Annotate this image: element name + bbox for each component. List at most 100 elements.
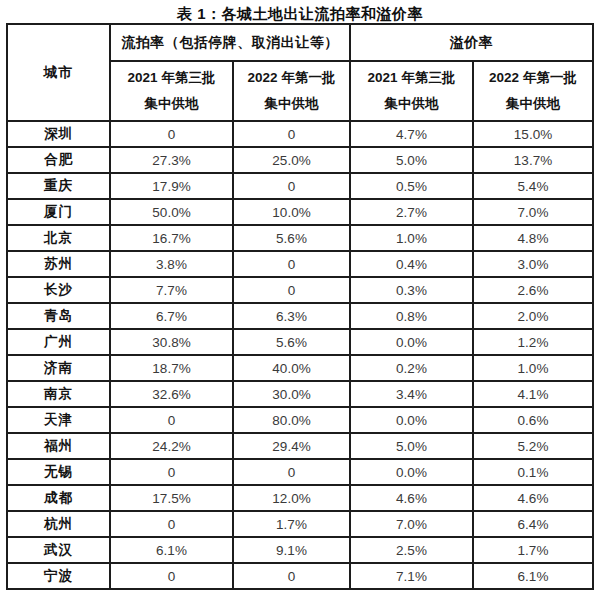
city-cell: 北京 [7,225,110,251]
data-table: 城市 流拍率（包括停牌、取消出让等） 溢价率 2021 年第三批 集中供地 20… [6,23,594,590]
value-cell: 4.6% [350,485,473,511]
city-cell: 苏州 [7,251,110,277]
city-cell: 天津 [7,407,110,433]
value-cell: 0.3% [350,277,473,303]
table-row: 天津 0 80.0% 0.0% 0.6% [7,407,593,433]
value-cell: 5.0% [350,433,473,459]
city-cell: 青岛 [7,303,110,329]
value-cell: 0 [233,251,350,277]
sub-header-line1: 2022 年第一批 [234,65,349,91]
table-row: 厦门 50.0% 10.0% 2.7% 7.0% [7,199,593,225]
value-cell: 18.7% [110,355,233,381]
value-cell: 0 [233,277,350,303]
value-cell: 4.6% [473,485,593,511]
value-cell: 4.8% [473,225,593,251]
value-cell: 6.3% [233,303,350,329]
value-cell: 29.4% [233,433,350,459]
table-row: 宁波 0 0 7.1% 6.1% [7,563,593,589]
value-cell: 0.2% [350,355,473,381]
table-header: 城市 流拍率（包括停牌、取消出让等） 溢价率 2021 年第三批 集中供地 20… [7,24,593,121]
value-cell: 30.0% [233,381,350,407]
value-cell: 6.1% [110,537,233,563]
value-cell: 16.7% [110,225,233,251]
value-cell: 0 [233,563,350,589]
value-cell: 1.7% [233,511,350,537]
sub-header-line2: 集中供地 [111,91,232,117]
value-cell: 12.0% [233,485,350,511]
value-cell: 40.0% [233,355,350,381]
value-cell: 6.4% [473,511,593,537]
table-row: 济南 18.7% 40.0% 0.2% 1.0% [7,355,593,381]
value-cell: 2.7% [350,199,473,225]
value-cell: 5.2% [473,433,593,459]
value-cell: 1.0% [473,355,593,381]
sub-header-line1: 2021 年第三批 [111,65,232,91]
sub-header-failure-2022: 2022 年第一批 集中供地 [233,61,350,121]
value-cell: 25.0% [233,147,350,173]
value-cell: 50.0% [110,199,233,225]
value-cell: 0.1% [473,459,593,485]
table-row: 北京 16.7% 5.6% 1.0% 4.8% [7,225,593,251]
city-cell: 深圳 [7,121,110,147]
value-cell: 3.0% [473,251,593,277]
group-header-failure-rate: 流拍率（包括停牌、取消出让等） [110,24,350,61]
value-cell: 2.0% [473,303,593,329]
value-cell: 80.0% [233,407,350,433]
city-cell: 成都 [7,485,110,511]
city-cell: 厦门 [7,199,110,225]
table-row: 青岛 6.7% 6.3% 0.8% 2.0% [7,303,593,329]
value-cell: 0.5% [350,173,473,199]
value-cell: 0 [110,459,233,485]
value-cell: 13.7% [473,147,593,173]
city-cell: 宁波 [7,563,110,589]
value-cell: 0 [233,121,350,147]
value-cell: 0.0% [350,407,473,433]
value-cell: 0 [110,407,233,433]
value-cell: 10.0% [233,199,350,225]
table-body: 深圳 0 0 4.7% 15.0% 合肥 27.3% 25.0% 5.0% 13… [7,121,593,589]
value-cell: 1.0% [350,225,473,251]
value-cell: 32.6% [110,381,233,407]
value-cell: 17.9% [110,173,233,199]
table-row: 合肥 27.3% 25.0% 5.0% 13.7% [7,147,593,173]
value-cell: 5.4% [473,173,593,199]
city-cell: 无锡 [7,459,110,485]
value-cell: 0.6% [473,407,593,433]
value-cell: 4.1% [473,381,593,407]
value-cell: 0 [233,459,350,485]
value-cell: 6.1% [473,563,593,589]
city-cell: 广州 [7,329,110,355]
value-cell: 7.1% [350,563,473,589]
sub-header-line2: 集中供地 [474,91,592,117]
value-cell: 7.7% [110,277,233,303]
city-cell: 长沙 [7,277,110,303]
sub-header-premium-2021: 2021 年第三批 集中供地 [350,61,473,121]
table-row: 成都 17.5% 12.0% 4.6% 4.6% [7,485,593,511]
sub-header-line1: 2022 年第一批 [474,65,592,91]
table-row: 广州 30.8% 5.6% 0.0% 1.2% [7,329,593,355]
value-cell: 4.7% [350,121,473,147]
city-cell: 南京 [7,381,110,407]
value-cell: 3.8% [110,251,233,277]
city-cell: 济南 [7,355,110,381]
value-cell: 30.8% [110,329,233,355]
value-cell: 0 [110,121,233,147]
value-cell: 0 [110,511,233,537]
value-cell: 9.1% [233,537,350,563]
value-cell: 27.3% [110,147,233,173]
table-row: 重庆 17.9% 0 0.5% 5.4% [7,173,593,199]
table-row: 深圳 0 0 4.7% 15.0% [7,121,593,147]
value-cell: 17.5% [110,485,233,511]
table-row: 苏州 3.8% 0 0.4% 3.0% [7,251,593,277]
sub-header-premium-2022: 2022 年第一批 集中供地 [473,61,593,121]
value-cell: 5.6% [233,225,350,251]
group-header-premium-rate: 溢价率 [350,24,593,61]
table-row: 福州 24.2% 29.4% 5.0% 5.2% [7,433,593,459]
city-cell: 武汉 [7,537,110,563]
group-header-row: 城市 流拍率（包括停牌、取消出让等） 溢价率 [7,24,593,61]
sub-header-line2: 集中供地 [234,91,349,117]
sub-header-line1: 2021 年第三批 [351,65,472,91]
value-cell: 6.7% [110,303,233,329]
value-cell: 3.4% [350,381,473,407]
table-row: 武汉 6.1% 9.1% 2.5% 1.7% [7,537,593,563]
